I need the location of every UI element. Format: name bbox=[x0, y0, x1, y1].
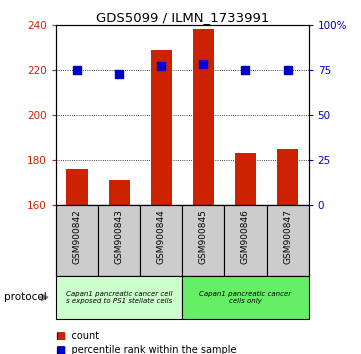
Bar bbox=[56, 276, 182, 319]
Text: ■: ■ bbox=[56, 346, 65, 354]
Bar bbox=[56, 205, 98, 276]
Title: GDS5099 / ILMN_1733991: GDS5099 / ILMN_1733991 bbox=[96, 11, 269, 24]
Bar bbox=[182, 205, 225, 276]
Point bbox=[285, 67, 291, 73]
Bar bbox=[182, 276, 309, 319]
Text: GSM900843: GSM900843 bbox=[115, 209, 123, 264]
Point bbox=[200, 62, 206, 67]
Bar bbox=[109, 181, 130, 205]
Text: GSM900845: GSM900845 bbox=[199, 209, 208, 264]
Text: protocol: protocol bbox=[4, 292, 46, 302]
Point bbox=[116, 71, 122, 76]
Bar bbox=[193, 29, 214, 205]
Text: GSM900844: GSM900844 bbox=[157, 209, 166, 264]
Point bbox=[158, 63, 164, 69]
Text: Capan1 pancreatic cancer cell
s exposed to PS1 stellate cells: Capan1 pancreatic cancer cell s exposed … bbox=[66, 291, 173, 304]
Text: Capan1 pancreatic cancer
cells only: Capan1 pancreatic cancer cells only bbox=[199, 291, 292, 304]
Point bbox=[74, 67, 80, 73]
Bar bbox=[235, 153, 256, 205]
Text: ■  count: ■ count bbox=[56, 331, 99, 341]
Text: GSM900842: GSM900842 bbox=[73, 209, 82, 264]
Point bbox=[243, 67, 248, 73]
Text: ■  percentile rank within the sample: ■ percentile rank within the sample bbox=[56, 346, 236, 354]
Text: ■: ■ bbox=[56, 331, 65, 341]
Text: GSM900847: GSM900847 bbox=[283, 209, 292, 264]
Bar bbox=[98, 205, 140, 276]
Bar bbox=[225, 205, 266, 276]
Text: GSM900846: GSM900846 bbox=[241, 209, 250, 264]
Bar bbox=[140, 205, 182, 276]
Bar bbox=[66, 169, 87, 205]
Bar bbox=[277, 149, 298, 205]
Bar bbox=[151, 50, 172, 205]
Bar bbox=[266, 205, 309, 276]
